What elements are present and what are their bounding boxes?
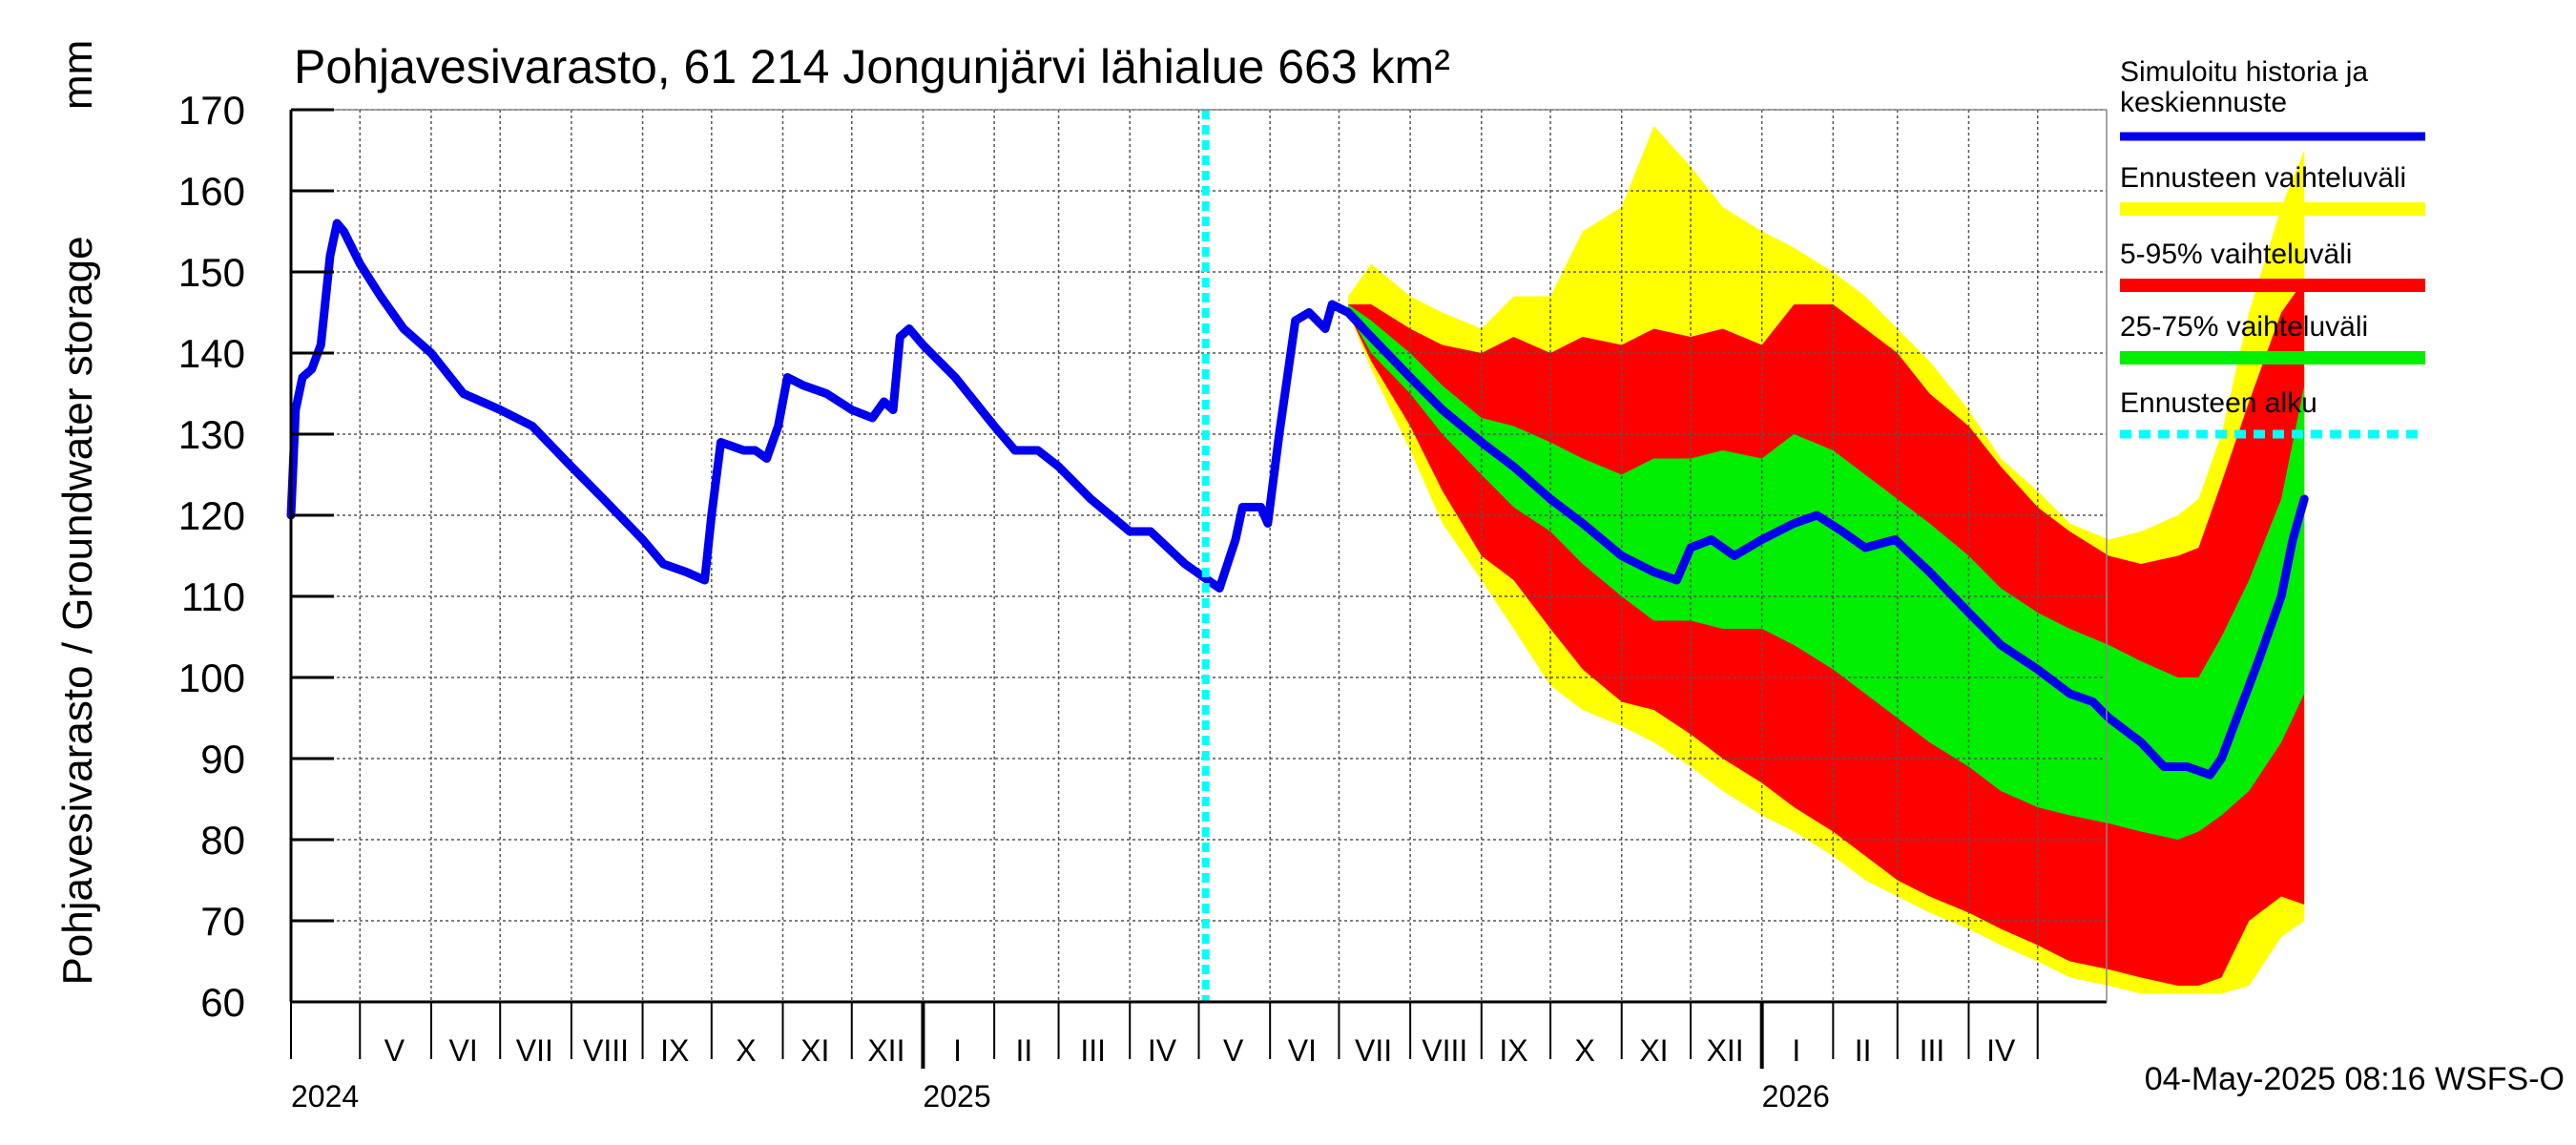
month-label-14: VII <box>1355 1033 1392 1068</box>
month-label-1: VI <box>449 1033 478 1068</box>
month-label-20: I <box>1792 1033 1800 1068</box>
month-label-21: II <box>1855 1033 1872 1068</box>
series-lines <box>286 110 2309 1002</box>
month-label-0: V <box>384 1033 405 1068</box>
y-tick-label-2: 80 <box>200 818 245 863</box>
month-label-2: VII <box>516 1033 553 1068</box>
month-label-15: VIII <box>1422 1033 1467 1068</box>
timestamp-footer: 04-May-2025 08:16 WSFS-O <box>2145 1061 2565 1097</box>
y-axis-unit: mm <box>54 40 101 110</box>
month-label-6: XI <box>800 1033 829 1068</box>
y-axis-label: Pohjavesivarasto / Groundwater storage <box>54 236 101 985</box>
month-label-23: IV <box>1986 1033 2016 1068</box>
y-tick-label-9: 150 <box>178 250 245 295</box>
month-label-16: IX <box>1499 1033 1527 1068</box>
month-label-13: VI <box>1288 1033 1317 1068</box>
y-tick-label-10: 160 <box>178 169 245 214</box>
y-tick-label-6: 120 <box>178 493 245 538</box>
year-label-1: 2025 <box>923 1079 990 1114</box>
legend-label-2: 5-95% vaihteluväli <box>2120 239 2352 270</box>
legend-label-4: Ennusteen alku <box>2120 387 2317 419</box>
y-tick-label-3: 90 <box>200 737 245 781</box>
month-label-11: IV <box>1148 1033 1177 1068</box>
month-label-12: V <box>1223 1033 1244 1068</box>
series-line-0 <box>286 219 2309 780</box>
year-label-0: 2024 <box>291 1079 359 1114</box>
month-label-18: XI <box>1639 1033 1668 1068</box>
month-label-7: XII <box>867 1033 904 1068</box>
y-tick-label-4: 100 <box>178 656 245 700</box>
y-tick-label-1: 70 <box>200 899 245 944</box>
band-2 <box>1348 304 2305 840</box>
month-label-19: XII <box>1707 1033 1744 1068</box>
year-label-2: 2026 <box>1762 1079 1830 1114</box>
chart-title: Pohjavesivarasto, 61 214 Jongunjärvi läh… <box>294 40 1450 94</box>
legend-label-0-line-2: keskiennuste <box>2120 87 2287 118</box>
legend-label-3: 25-75% vaihteluväli <box>2120 311 2368 343</box>
legend-label-1: Ennusteen vaihteluväli <box>2120 162 2406 194</box>
y-tick-label-5: 110 <box>181 574 245 619</box>
legend-label-0-line-1: Simuloitu historia ja <box>2120 56 2368 88</box>
legend-label-0: Simuloitu historia ja keskiennuste <box>2120 56 2368 118</box>
y-tick-label-11: 170 <box>178 88 245 133</box>
month-label-3: VIII <box>583 1033 629 1068</box>
month-label-10: III <box>1080 1033 1106 1068</box>
month-label-8: I <box>953 1033 962 1068</box>
y-tick-label-8: 140 <box>178 331 245 376</box>
legend: Simuloitu historia ja keskiennuste Ennuste… <box>2120 56 2425 439</box>
forecast-bands <box>1348 126 2305 994</box>
month-label-17: X <box>1575 1033 1595 1068</box>
y-tick-label-7: 130 <box>178 412 245 457</box>
month-label-9: II <box>1016 1033 1033 1068</box>
month-label-5: X <box>736 1033 756 1068</box>
month-label-22: III <box>1920 1033 1945 1068</box>
month-label-4: IX <box>660 1033 689 1068</box>
y-tick-label-0: 60 <box>200 980 245 1025</box>
